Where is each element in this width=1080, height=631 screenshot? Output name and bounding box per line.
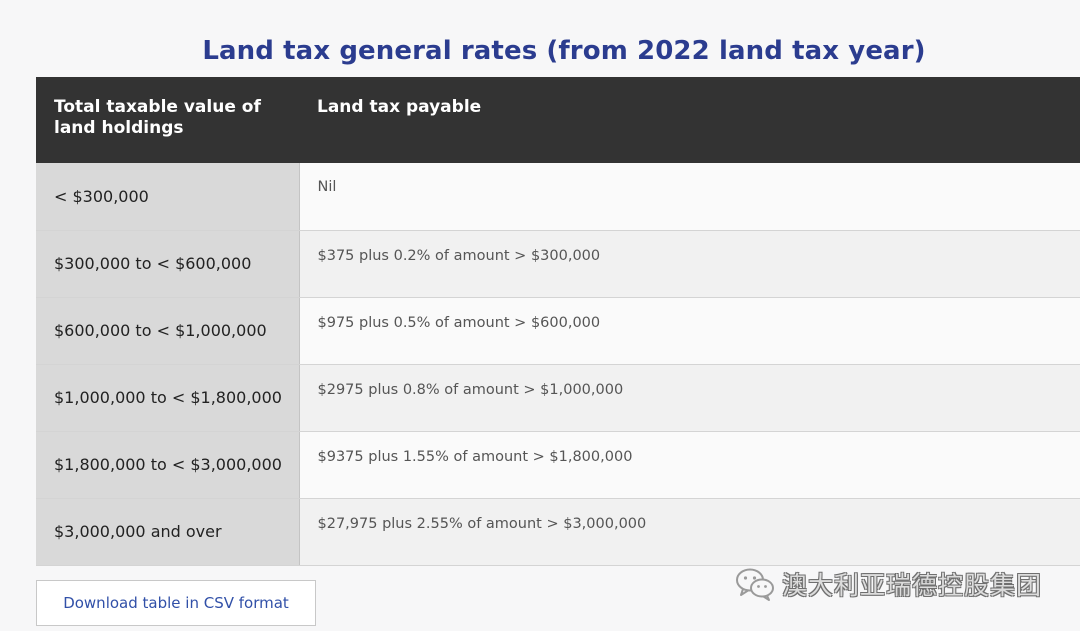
tax-payable-cell: $9375 plus 1.55% of amount > $1,800,000 (299, 431, 1080, 499)
table-row: $600,000 to < $1,000,000 $975 plus 0.5% … (36, 297, 1080, 365)
download-csv-button[interactable]: Download table in CSV format (36, 580, 316, 626)
table-row: $3,000,000 and over $27,975 plus 2.55% o… (36, 498, 1080, 566)
tax-payable-cell: $975 plus 0.5% of amount > $600,000 (299, 297, 1080, 365)
taxable-value-cell: $600,000 to < $1,000,000 (36, 297, 300, 365)
watermark: 澳大利亚瑞德控股集团 (734, 564, 1042, 604)
taxable-value-cell: $1,000,000 to < $1,800,000 (36, 364, 300, 432)
watermark-text: 澳大利亚瑞德控股集团 (782, 571, 1043, 600)
header-land-tax-payable: Land tax payable (299, 77, 1080, 163)
tax-payable-cell: $375 plus 0.2% of amount > $300,000 (299, 230, 1080, 298)
table-header-row: Total taxable value of land holdings Lan… (36, 77, 1080, 163)
table-row: $1,000,000 to < $1,800,000 $2975 plus 0.… (36, 364, 1080, 432)
table-row: < $300,000 Nil (36, 163, 1080, 231)
land-tax-rates-table: Total taxable value of land holdings Lan… (36, 77, 1080, 566)
taxable-value-cell: $300,000 to < $600,000 (36, 230, 300, 298)
table-row: $300,000 to < $600,000 $375 plus 0.2% of… (36, 230, 1080, 298)
taxable-value-cell: $1,800,000 to < $3,000,000 (36, 431, 300, 499)
taxable-value-cell: $3,000,000 and over (36, 498, 300, 566)
page-title: Land tax general rates (from 2022 land t… (202, 36, 926, 67)
tax-payable-cell: $2975 plus 0.8% of amount > $1,000,000 (299, 364, 1080, 432)
wechat-icon (736, 568, 774, 601)
tax-payable-cell: Nil (299, 163, 1080, 231)
header-total-taxable-value: Total taxable value of land holdings (36, 77, 299, 163)
table-row: $1,800,000 to < $3,000,000 $9375 plus 1.… (36, 431, 1080, 499)
taxable-value-cell: < $300,000 (36, 163, 300, 231)
tax-payable-cell: $27,975 plus 2.55% of amount > $3,000,00… (299, 498, 1080, 566)
